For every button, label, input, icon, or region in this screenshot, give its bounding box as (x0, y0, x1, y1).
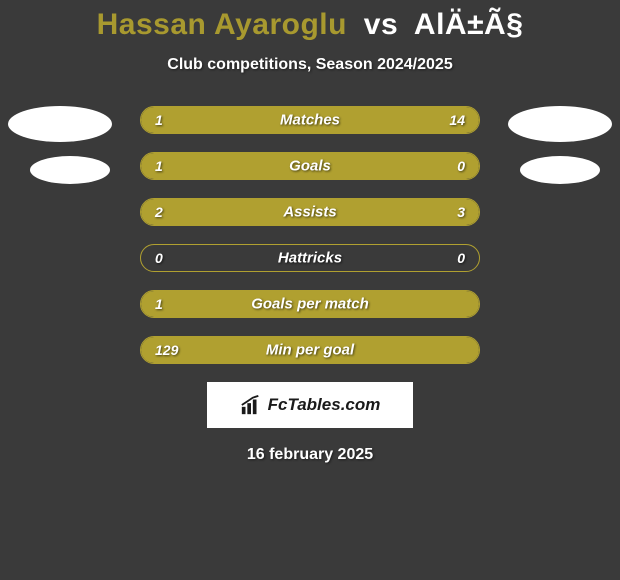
source-logo-box: FcTables.com (207, 382, 413, 428)
player2-avatar-placeholder (508, 106, 612, 142)
bar-label: Matches (141, 112, 479, 129)
bar-row: 00Hattricks (140, 244, 480, 272)
bar-label: Assists (141, 204, 479, 221)
subtitle: Club competitions, Season 2024/2025 (0, 56, 620, 74)
chart-icon (240, 394, 262, 416)
source-logo-text: FcTables.com (268, 395, 381, 415)
bar-row: 114Matches (140, 106, 480, 134)
bar-label: Min per goal (141, 342, 479, 359)
player1-name: Hassan Ayaroglu (97, 8, 347, 41)
stats-comparison-infographic: Hassan Ayaroglu vs AlÄ±Ã§ Club competiti… (0, 0, 620, 580)
comparison-chart: 114Matches 10Goals 23Assists 00Hattricks 1Go… (0, 106, 620, 364)
bar-label: Goals (141, 158, 479, 175)
bar-label: Hattricks (141, 250, 479, 267)
bar-row: 129Min per goal (140, 336, 480, 364)
player2-name: AlÄ±Ã§ (414, 8, 523, 41)
bar-row: 10Goals (140, 152, 480, 180)
player1-avatar-placeholder-2 (30, 156, 110, 184)
title-vs: vs (364, 8, 398, 41)
bar-list: 114Matches 10Goals 23Assists 00Hattricks 1Go… (0, 106, 620, 364)
bar-label: Goals per match (141, 296, 479, 313)
bar-row: 23Assists (140, 198, 480, 226)
page-title: Hassan Ayaroglu vs AlÄ±Ã§ (0, 0, 620, 42)
player1-avatar-placeholder (8, 106, 112, 142)
player2-avatar-placeholder-2 (520, 156, 600, 184)
bar-row: 1Goals per match (140, 290, 480, 318)
infographic-date: 16 february 2025 (0, 446, 620, 464)
